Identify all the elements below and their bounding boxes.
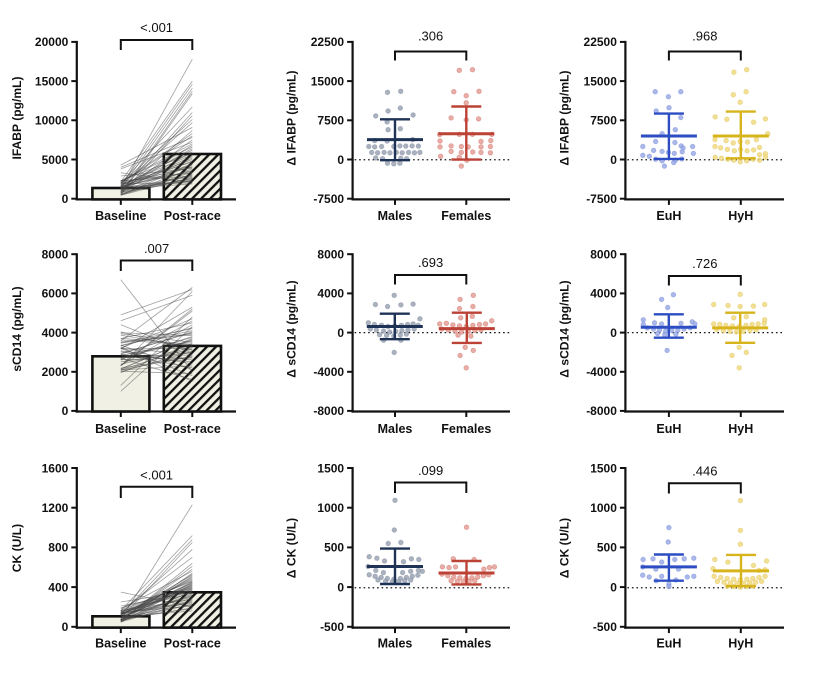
svg-text:7500: 7500 bbox=[590, 114, 617, 128]
svg-text:500: 500 bbox=[324, 541, 344, 555]
svg-text:10000: 10000 bbox=[35, 114, 69, 128]
svg-text:-4000: -4000 bbox=[313, 365, 344, 379]
svg-text:4000: 4000 bbox=[317, 287, 344, 301]
svg-text:.693: .693 bbox=[418, 255, 443, 270]
svg-text:1500: 1500 bbox=[590, 461, 617, 475]
svg-text:EuH: EuH bbox=[656, 209, 681, 223]
svg-text:-4000: -4000 bbox=[586, 365, 617, 379]
svg-text:0: 0 bbox=[610, 326, 617, 340]
svg-text:.306: .306 bbox=[418, 29, 443, 44]
svg-text:.446: .446 bbox=[692, 464, 717, 479]
svg-text:2000: 2000 bbox=[42, 365, 69, 379]
svg-text:<.001: <.001 bbox=[140, 20, 173, 35]
svg-text:EuH: EuH bbox=[656, 422, 681, 436]
svg-text:IFABP (pg/mL): IFABP (pg/mL) bbox=[10, 76, 24, 159]
svg-text:22500: 22500 bbox=[311, 35, 345, 49]
svg-text:Δ IFABP (pg/mL): Δ IFABP (pg/mL) bbox=[558, 70, 572, 165]
svg-text:-8000: -8000 bbox=[313, 404, 344, 418]
svg-text:15000: 15000 bbox=[35, 74, 69, 88]
svg-text:1000: 1000 bbox=[317, 501, 344, 515]
svg-text:20000: 20000 bbox=[35, 35, 69, 49]
svg-text:1600: 1600 bbox=[42, 461, 69, 475]
svg-text:15000: 15000 bbox=[584, 74, 618, 88]
svg-text:Baseline: Baseline bbox=[95, 637, 146, 651]
svg-text:-7500: -7500 bbox=[313, 192, 344, 206]
svg-text:0: 0 bbox=[62, 404, 69, 418]
svg-text:0: 0 bbox=[337, 580, 344, 594]
svg-text:.968: .968 bbox=[692, 29, 717, 44]
svg-text:sCD14 (pg/mL): sCD14 (pg/mL) bbox=[10, 286, 24, 371]
svg-text:Baseline: Baseline bbox=[95, 422, 146, 436]
svg-text:22500: 22500 bbox=[584, 35, 618, 49]
svg-text:CK (U/L): CK (U/L) bbox=[10, 524, 24, 572]
svg-text:0: 0 bbox=[337, 326, 344, 340]
svg-text:Females: Females bbox=[441, 422, 491, 436]
svg-text:Post-race: Post-race bbox=[164, 637, 221, 651]
svg-text:.007: .007 bbox=[144, 241, 169, 256]
svg-text:8000: 8000 bbox=[42, 248, 69, 262]
svg-text:Δ sCD14 (pg/mL): Δ sCD14 (pg/mL) bbox=[285, 280, 299, 377]
svg-text:<.001: <.001 bbox=[140, 468, 173, 483]
svg-text:.726: .726 bbox=[692, 256, 717, 271]
svg-text:0: 0 bbox=[610, 153, 617, 167]
svg-text:-8000: -8000 bbox=[586, 404, 617, 418]
svg-text:Males: Males bbox=[378, 422, 413, 436]
svg-text:15000: 15000 bbox=[311, 74, 345, 88]
svg-text:Males: Males bbox=[378, 637, 413, 651]
svg-text:Baseline: Baseline bbox=[95, 209, 146, 223]
svg-text:0: 0 bbox=[62, 192, 69, 206]
svg-text:8000: 8000 bbox=[317, 248, 344, 262]
svg-text:Δ IFABP (pg/mL): Δ IFABP (pg/mL) bbox=[285, 70, 299, 165]
svg-text:.099: .099 bbox=[418, 463, 443, 478]
svg-text:500: 500 bbox=[597, 541, 617, 555]
svg-text:-500: -500 bbox=[593, 620, 617, 634]
svg-text:0: 0 bbox=[337, 153, 344, 167]
svg-text:Δ sCD14 (pg/mL): Δ sCD14 (pg/mL) bbox=[558, 280, 572, 377]
svg-text:400: 400 bbox=[48, 580, 68, 594]
svg-text:-7500: -7500 bbox=[586, 192, 617, 206]
svg-text:1000: 1000 bbox=[590, 501, 617, 515]
svg-text:4000: 4000 bbox=[590, 287, 617, 301]
svg-text:HyH: HyH bbox=[728, 209, 753, 223]
svg-text:7500: 7500 bbox=[317, 114, 344, 128]
svg-text:Females: Females bbox=[441, 637, 491, 651]
svg-text:EuH: EuH bbox=[656, 637, 681, 651]
svg-text:4000: 4000 bbox=[42, 326, 69, 340]
svg-text:1200: 1200 bbox=[42, 501, 69, 515]
svg-text:6000: 6000 bbox=[42, 287, 69, 301]
svg-text:HyH: HyH bbox=[728, 637, 753, 651]
svg-text:Males: Males bbox=[378, 209, 413, 223]
svg-text:-500: -500 bbox=[320, 620, 344, 634]
svg-text:0: 0 bbox=[62, 620, 69, 634]
svg-text:HyH: HyH bbox=[728, 422, 753, 436]
svg-text:Post-race: Post-race bbox=[164, 209, 221, 223]
svg-text:0: 0 bbox=[610, 580, 617, 594]
svg-text:Females: Females bbox=[441, 209, 491, 223]
svg-text:Δ CK (U/L): Δ CK (U/L) bbox=[558, 518, 572, 578]
svg-text:8000: 8000 bbox=[590, 248, 617, 262]
svg-text:1500: 1500 bbox=[317, 461, 344, 475]
svg-text:Δ CK (U/L): Δ CK (U/L) bbox=[285, 518, 299, 578]
svg-text:800: 800 bbox=[48, 541, 68, 555]
svg-text:Post-race: Post-race bbox=[164, 422, 221, 436]
svg-text:5000: 5000 bbox=[42, 153, 69, 167]
